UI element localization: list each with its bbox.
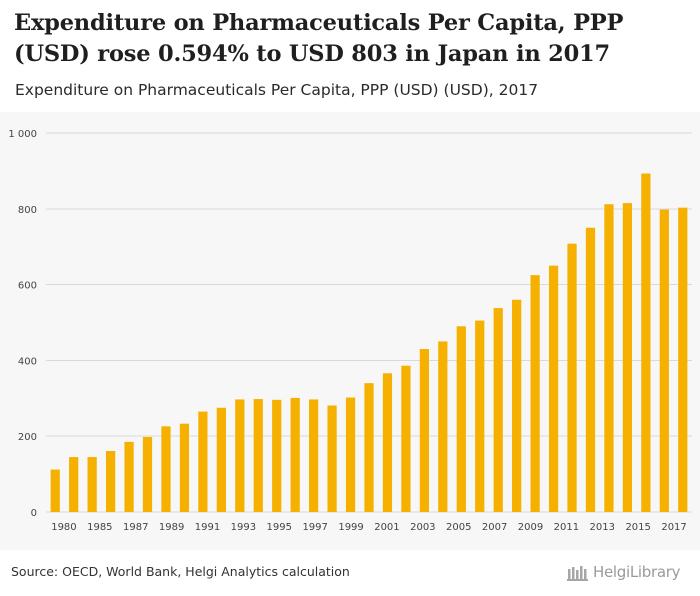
bar <box>493 308 503 512</box>
y-tick-label: 400 <box>18 356 37 367</box>
bar <box>216 407 226 512</box>
bar <box>253 399 263 512</box>
bar <box>512 299 522 512</box>
x-tick-label: 1985 <box>87 522 112 533</box>
bar <box>678 207 688 512</box>
x-tick-label: 1991 <box>195 522 220 533</box>
bar <box>530 275 540 513</box>
x-tick-label: 1993 <box>231 522 256 533</box>
bar <box>142 436 153 512</box>
bar <box>364 383 374 512</box>
x-tick-label: 2013 <box>590 522 615 533</box>
bar <box>309 399 319 512</box>
bar <box>456 326 466 512</box>
source-note: Source: OECD, World Bank, Helgi Analytic… <box>11 564 350 579</box>
x-tick-label: 2017 <box>661 522 686 533</box>
bar <box>659 209 669 512</box>
x-tick-label: 2001 <box>374 522 399 533</box>
x-tick-label: 1997 <box>302 522 327 533</box>
y-tick-label: 1 000 <box>8 129 37 140</box>
bar <box>622 203 633 512</box>
x-tick-label: 1980 <box>51 522 76 533</box>
x-tick-label: 1995 <box>267 522 292 533</box>
x-tick-label: 2003 <box>410 522 435 533</box>
plot-area: 0 200 400 600 800 1 000 1980 1985 1987 1989 1991 19… <box>0 112 700 550</box>
y-tick-label: 0 <box>31 508 37 519</box>
bar <box>419 349 429 512</box>
chart-headline: Expenditure on Pharmaceuticals Per Capit… <box>14 10 624 67</box>
x-tick-label: 2009 <box>518 522 543 533</box>
bar <box>179 423 190 512</box>
x-tick-label: 2015 <box>625 522 650 533</box>
bar <box>105 450 116 512</box>
bar <box>161 426 171 512</box>
bar <box>272 399 282 512</box>
bar <box>382 373 393 512</box>
x-tick-label: 1989 <box>159 522 184 533</box>
bar <box>641 173 651 513</box>
bar <box>327 405 337 512</box>
helgi-library-logo-icon <box>567 566 588 581</box>
chart-subtitle: Expenditure on Pharmaceuticals Per Capit… <box>15 81 539 99</box>
bar <box>50 469 60 512</box>
bar <box>567 243 577 513</box>
bar <box>87 457 97 512</box>
x-tick-label: 1987 <box>123 522 148 533</box>
brand-name: HelgiLibrary <box>593 563 681 581</box>
brand-logo: HelgiLibrary <box>566 561 681 583</box>
y-tick-label: 600 <box>18 281 37 292</box>
bar <box>69 457 79 512</box>
bar <box>124 441 134 512</box>
bar <box>475 320 485 512</box>
y-tick-label: 200 <box>18 432 37 443</box>
bar <box>604 204 614 512</box>
bar <box>235 399 245 512</box>
x-tick-label: 2005 <box>446 522 471 533</box>
bar-chart: 0 200 400 600 800 1 000 1980 1985 1987 1989 1991 19… <box>8 129 692 533</box>
y-tick-label: 800 <box>18 205 37 216</box>
bar <box>401 365 411 512</box>
x-tick-label: 2011 <box>554 522 579 533</box>
bar <box>290 397 300 512</box>
bar <box>548 265 559 512</box>
bar <box>345 397 356 512</box>
x-tick-label: 1999 <box>338 522 363 533</box>
bar <box>438 341 448 512</box>
bar <box>585 227 596 512</box>
x-tick-label: 2007 <box>482 522 507 533</box>
bar <box>198 411 208 512</box>
